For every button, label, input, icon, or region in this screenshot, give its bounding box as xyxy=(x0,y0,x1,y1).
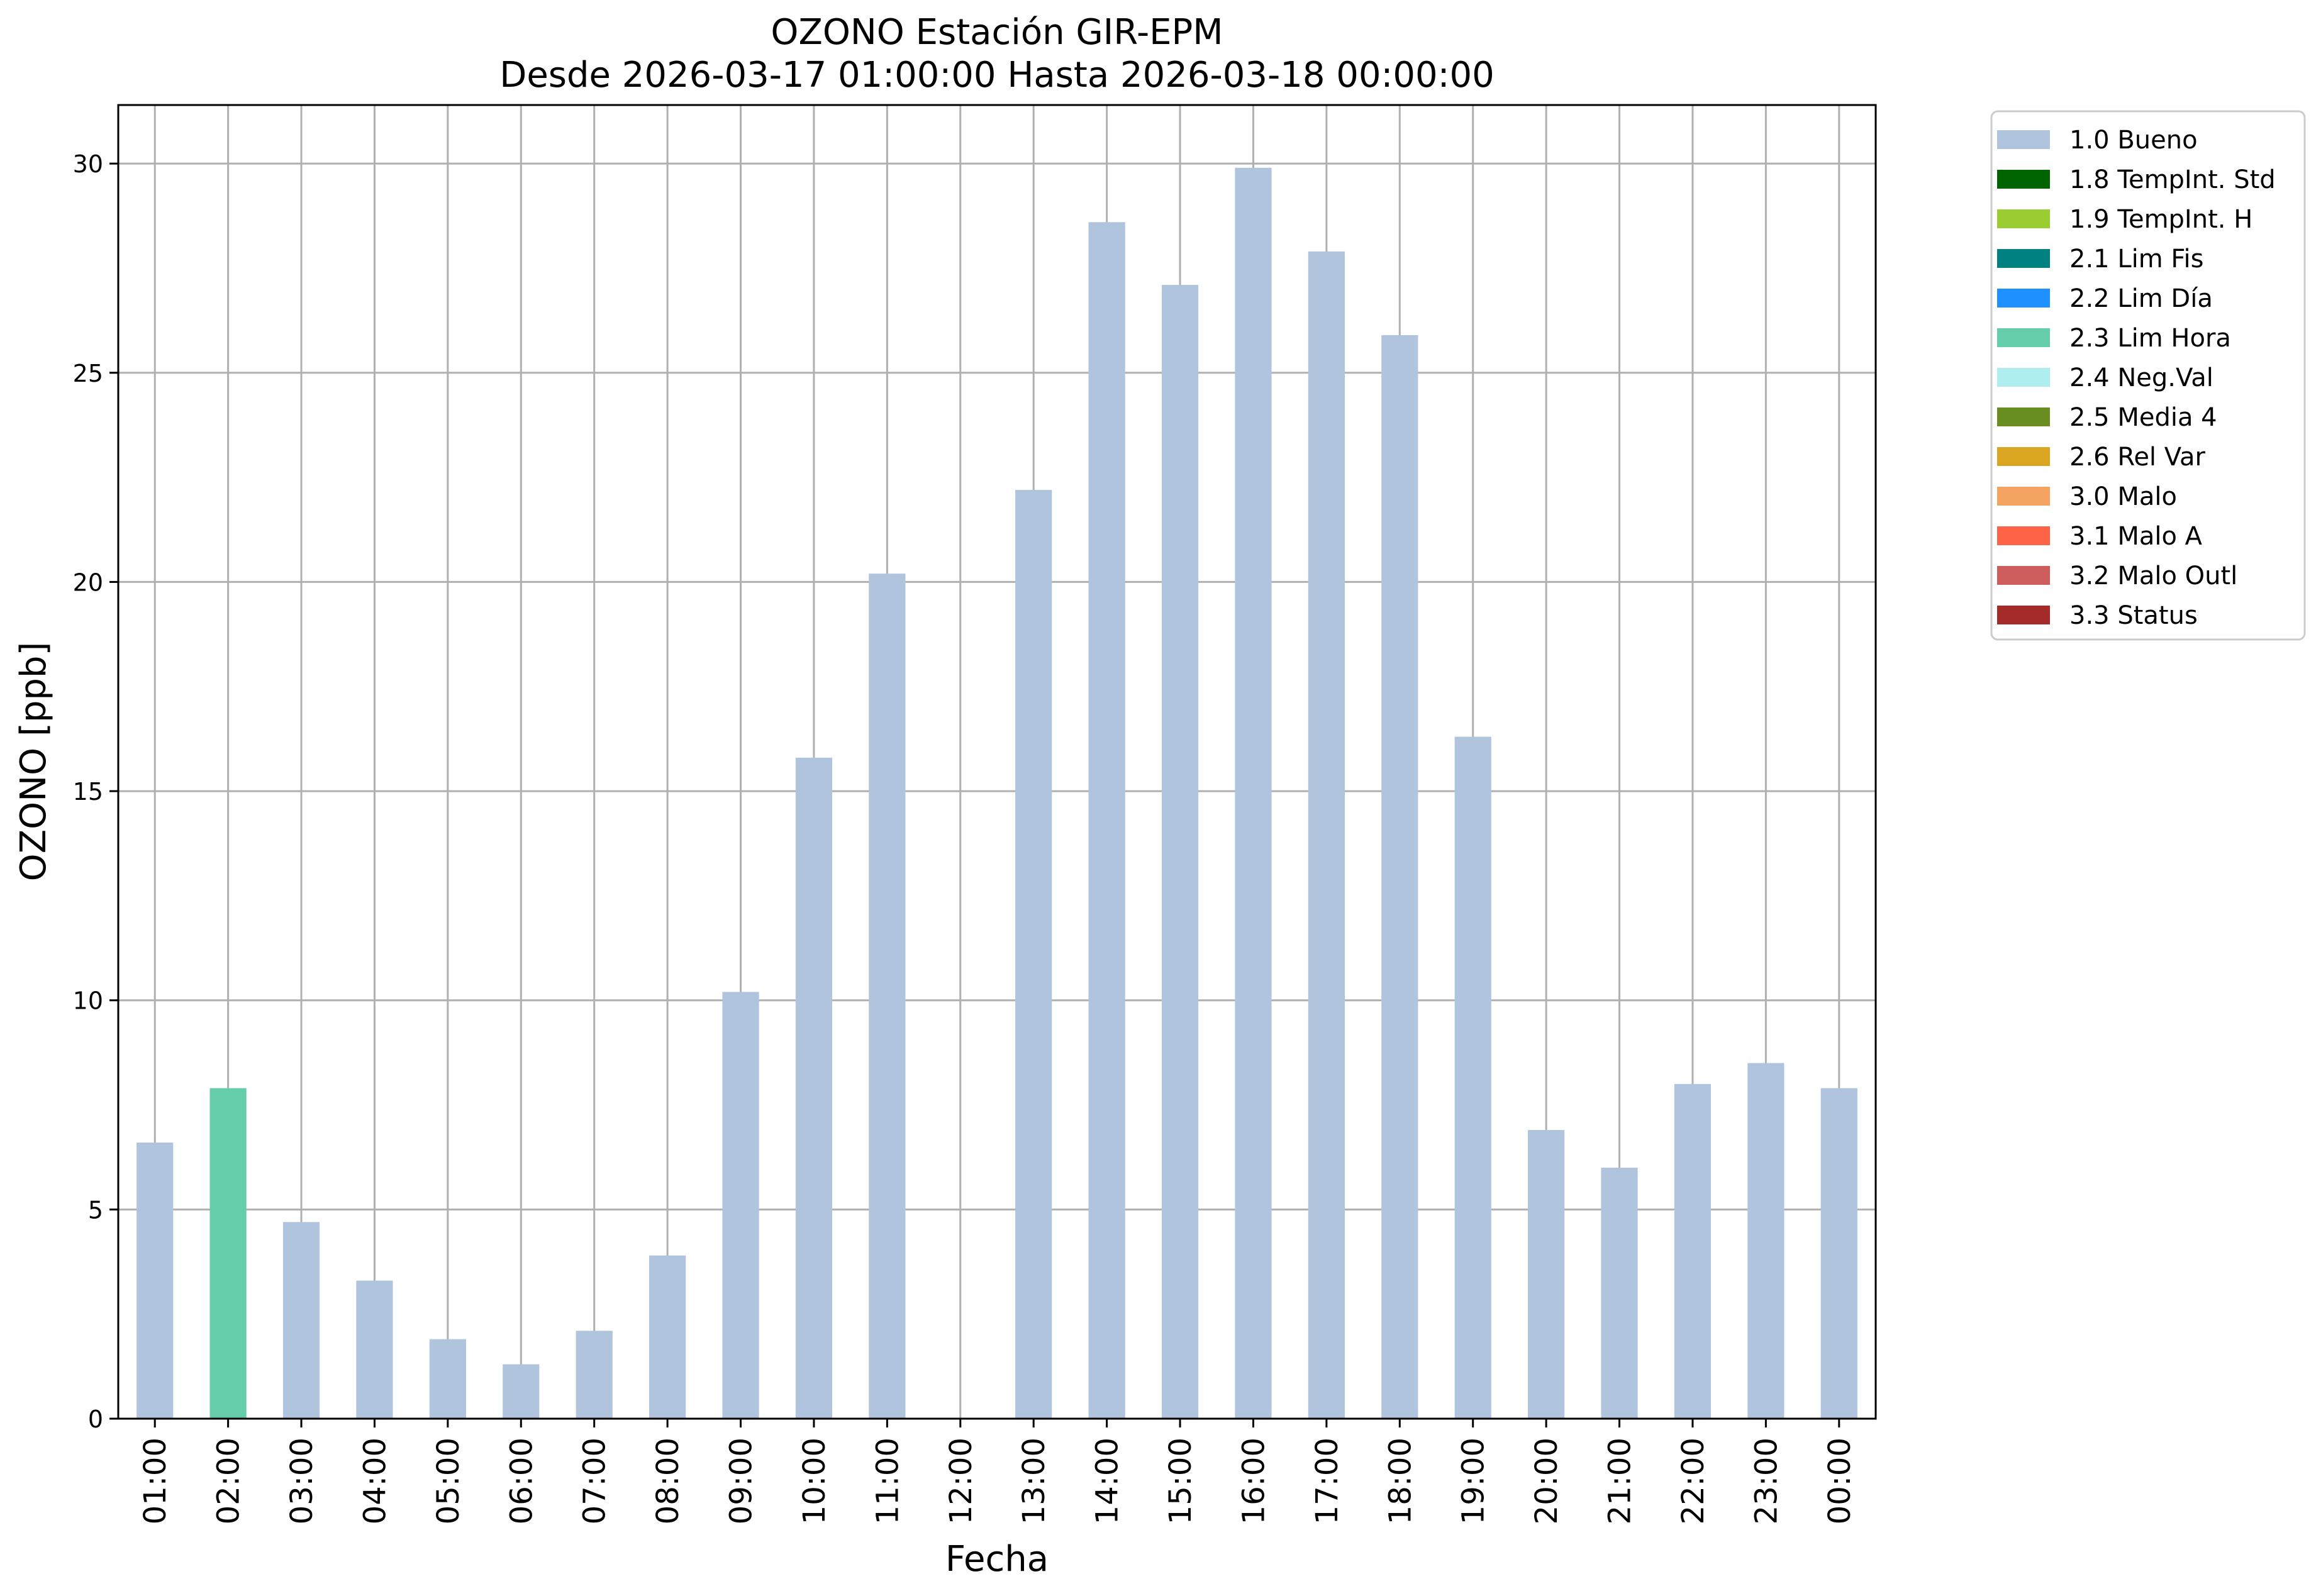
bar-2200 xyxy=(1674,1083,1712,1419)
bar-1400 xyxy=(1088,222,1125,1419)
y-tick-label: 0 xyxy=(88,1405,103,1433)
bar-0000 xyxy=(1820,1088,1857,1419)
x-tick-label: 15:00 xyxy=(1163,1438,1198,1524)
x-tick-label: 08:00 xyxy=(650,1438,686,1524)
legend-label: 3.0 Malo xyxy=(2069,482,2177,511)
x-tick-label: 22:00 xyxy=(1676,1438,1711,1524)
x-tick-label: 06:00 xyxy=(504,1438,539,1524)
legend-swatch xyxy=(1997,447,2050,466)
x-tick-label: 13:00 xyxy=(1016,1438,1052,1524)
chart-title: OZONO Estación GIR-EPM xyxy=(771,12,1223,53)
bar-0500 xyxy=(429,1339,466,1419)
x-tick-label: 01:00 xyxy=(138,1438,173,1524)
x-tick-label: 03:00 xyxy=(284,1438,320,1524)
y-tick-label: 30 xyxy=(73,150,103,178)
legend-swatch xyxy=(1997,407,2050,426)
legend-swatch xyxy=(1997,606,2050,624)
bar-1100 xyxy=(869,574,906,1419)
legend-label: 2.1 Lim Fis xyxy=(2069,245,2203,274)
y-axis-label: OZONO [ppb] xyxy=(13,642,54,882)
x-tick-label: 19:00 xyxy=(1456,1438,1491,1524)
bar-0300 xyxy=(282,1222,320,1419)
bar-1500 xyxy=(1161,285,1199,1419)
x-tick-label: 10:00 xyxy=(797,1438,832,1524)
x-tick-label: 17:00 xyxy=(1310,1438,1345,1524)
legend-swatch xyxy=(1997,209,2050,228)
legend-label: 2.2 Lim Día xyxy=(2069,284,2213,313)
legend-swatch xyxy=(1997,328,2050,347)
legend-swatch xyxy=(1997,368,2050,387)
y-tick-label: 5 xyxy=(88,1196,103,1224)
x-tick-label: 04:00 xyxy=(357,1438,392,1524)
legend-swatch xyxy=(1997,130,2050,149)
x-tick-label: 00:00 xyxy=(1822,1438,1857,1524)
legend-label: 1.9 TempInt. H xyxy=(2069,205,2252,234)
legend-label: 3.2 Malo Outl xyxy=(2069,562,2237,590)
x-tick-label: 07:00 xyxy=(577,1438,613,1524)
x-tick-label: 14:00 xyxy=(1090,1438,1125,1524)
x-tick-label: 23:00 xyxy=(1749,1438,1784,1524)
x-tick-label: 18:00 xyxy=(1383,1438,1418,1524)
bar-1300 xyxy=(1015,490,1052,1419)
bar-0400 xyxy=(356,1280,393,1419)
legend-label: 3.3 Status xyxy=(2069,601,2198,630)
legend-frame xyxy=(1990,110,2306,641)
x-tick-label: 12:00 xyxy=(944,1438,979,1524)
y-tick-label: 25 xyxy=(73,360,103,387)
legend-swatch xyxy=(1997,487,2050,506)
bar-0700 xyxy=(576,1331,613,1419)
legend-label: 2.6 Rel Var xyxy=(2069,443,2206,472)
legend-swatch xyxy=(1997,249,2050,268)
bar-1700 xyxy=(1308,251,1345,1419)
x-tick-label: 11:00 xyxy=(870,1438,905,1524)
y-axis-ticks: 0 5 10 15 20 25 30 xyxy=(73,150,118,1433)
chart-subtitle: Desde 2026-03-17 01:00:00 Hasta 2026-03-… xyxy=(499,55,1495,96)
bar-2100 xyxy=(1601,1167,1638,1419)
x-tick-label: 09:00 xyxy=(724,1438,759,1524)
y-tick-label: 20 xyxy=(73,568,103,596)
bar-0900 xyxy=(722,992,759,1419)
bar-2000 xyxy=(1528,1129,1565,1419)
x-tick-label: 05:00 xyxy=(431,1438,466,1524)
legend-swatch xyxy=(1997,526,2050,545)
bar-1000 xyxy=(795,757,833,1419)
legend-label: 2.4 Neg.Val xyxy=(2069,363,2213,392)
bars xyxy=(136,167,1857,1419)
y-tick-label: 10 xyxy=(73,987,103,1015)
x-axis-label: Fecha xyxy=(945,1539,1049,1580)
x-axis-ticks: 01:00 02:00 03:00 04:00 05:00 06:00 07:00 08:00… xyxy=(138,1419,1857,1524)
legend-label: 2.5 Media 4 xyxy=(2069,403,2217,432)
bar-1900 xyxy=(1454,736,1491,1419)
legend-label: 1.8 TempInt. Std xyxy=(2069,165,2276,194)
x-tick-label: 20:00 xyxy=(1529,1438,1564,1524)
legend-swatch xyxy=(1997,566,2050,585)
legend-swatch xyxy=(1997,170,2050,189)
legend-label: 1.0 Bueno xyxy=(2069,126,2198,155)
bar-2300 xyxy=(1747,1063,1784,1419)
bar-0600 xyxy=(503,1364,540,1419)
y-tick-label: 15 xyxy=(73,778,103,806)
legend-label: 3.1 Malo A xyxy=(2069,522,2203,551)
bar-1800 xyxy=(1381,335,1418,1419)
legend: 1.0 Bueno 1.8 TempInt. Std 1.9 TempInt. H 2… xyxy=(1990,110,2306,641)
legend-swatch xyxy=(1997,289,2050,308)
plot-frame xyxy=(117,104,1877,1420)
legend-label: 2.3 Lim Hora xyxy=(2069,324,2231,353)
bar-0200 xyxy=(209,1088,247,1419)
bar-0100 xyxy=(136,1142,174,1419)
x-tick-label: 21:00 xyxy=(1603,1438,1638,1524)
x-tick-label: 16:00 xyxy=(1236,1438,1271,1524)
bar-0800 xyxy=(649,1255,686,1419)
bar-1600 xyxy=(1235,167,1272,1419)
x-tick-label: 02:00 xyxy=(211,1438,247,1524)
